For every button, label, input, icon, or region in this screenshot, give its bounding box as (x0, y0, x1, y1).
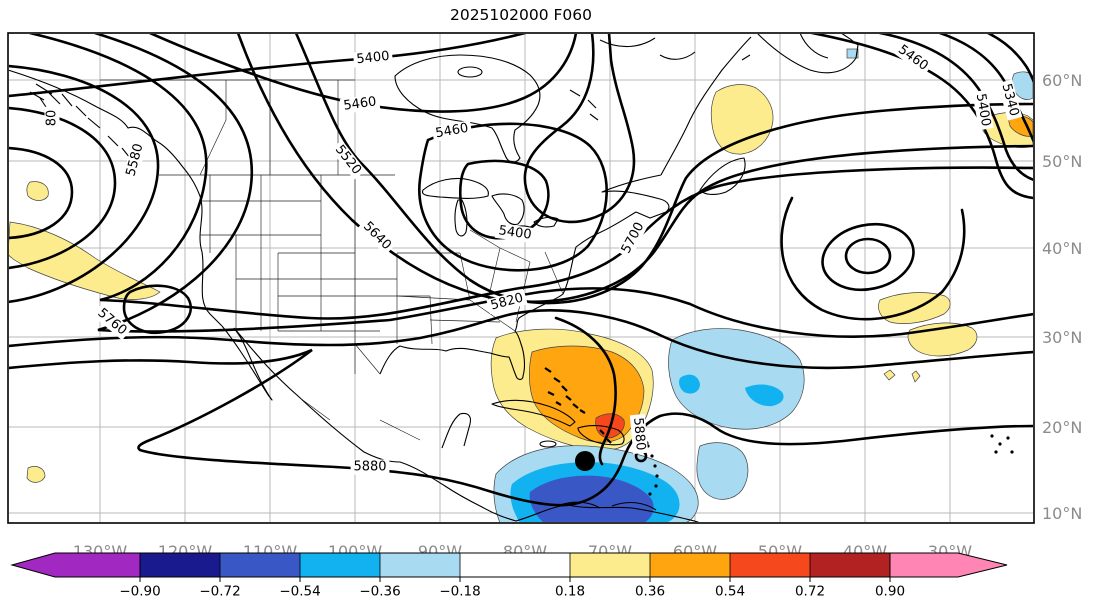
colorbar-tick-label: 0.54 (715, 584, 745, 600)
coastlines (9, 34, 859, 522)
colorbar-segment (460, 553, 570, 577)
colorbar-tick-label: −0.18 (439, 584, 480, 600)
contour-label-bg (972, 89, 994, 131)
contour-label-bg (357, 216, 397, 256)
colorbar-tick-label: 0.72 (795, 584, 825, 600)
colorbar-segment (380, 553, 460, 577)
colorbar-tick-label: 0.90 (875, 584, 905, 600)
anomaly-yellow-pacific-small (26, 466, 46, 483)
anomaly-shading (9, 48, 1033, 522)
map-marker (575, 451, 595, 471)
contour-label: 80 (45, 110, 60, 127)
black-dot-marker (575, 451, 595, 471)
contour-label-bg (122, 139, 148, 181)
plot-title: 2025102000 F060 (450, 6, 592, 24)
contour-label-bg (44, 106, 60, 130)
colorbar-over-arrow (889, 552, 1008, 578)
contour-label: 5400 (973, 92, 994, 127)
colorbar-outline (139, 552, 890, 578)
lat-tick-label: 60°N (1042, 71, 1082, 90)
anomaly-yellow-bc (26, 181, 49, 201)
contour-label: 5460 (343, 94, 378, 113)
colorbar-segment (220, 553, 300, 577)
contour-label-bg (486, 289, 528, 315)
anomaly-yellow-west-coast (9, 221, 161, 300)
contour-label: 5880 (630, 417, 648, 451)
contour-label-bg (629, 414, 649, 454)
contour-label-bg (92, 303, 132, 341)
contour-label-bg (339, 93, 381, 115)
lat-tick-label: 20°N (1042, 418, 1082, 437)
contour-label-bg (352, 48, 394, 68)
lat-tick-label: 50°N (1042, 152, 1082, 171)
state-borders (100, 79, 564, 441)
contour-label: 5400 (498, 223, 533, 242)
colorbar-tick-label: −0.36 (359, 584, 400, 600)
colorbar-tick-label: −0.54 (279, 584, 320, 600)
colorbar-tick-label: −0.90 (119, 584, 160, 600)
contour-label: 5460 (434, 121, 469, 142)
contour-label-bg (494, 222, 536, 244)
anomaly-cyan-atlantic-1a (679, 374, 700, 394)
colorbar-segment (300, 553, 380, 577)
contour-label-bg (330, 140, 366, 180)
anomaly-blue-square (846, 48, 859, 59)
colorbar-segment (140, 553, 220, 577)
contour-label-bg (892, 40, 934, 76)
contour-label-bg (350, 459, 390, 475)
map-frame (7, 32, 1035, 524)
anomaly-yellow-labrador (710, 84, 774, 155)
colorbar-tick-label: 0.18 (555, 584, 585, 600)
colorbar-tick-label: −0.72 (199, 584, 240, 600)
anomaly-cyan-atlantic-1b (745, 384, 784, 407)
colorbar-segment (810, 553, 890, 577)
contour-label: 5880 (353, 460, 386, 475)
colorbar-tick-label: 0.36 (635, 584, 665, 600)
island-dashes (544, 367, 612, 444)
contour-label-bg (431, 120, 473, 142)
colorbar-segment (650, 553, 730, 577)
colorbar: −0.90 −0.72 −0.54 −0.36 −0.18 0.18 0.36 0.54 0.7… (10, 552, 1008, 600)
lat-tick-label: 10°N (1042, 504, 1082, 523)
contour-label-bg (617, 217, 649, 259)
colorbar-under-arrow (10, 552, 141, 578)
title-text: 2025102000 F060 (450, 6, 592, 24)
lat-tick-label: 40°N (1042, 239, 1082, 258)
anomaly-yellow-diamond-2 (911, 370, 921, 383)
contour-label-bg (997, 79, 1023, 121)
anomaly-lightblue-atlantic-2 (696, 442, 749, 500)
colorbar-segment (730, 553, 810, 577)
lat-tick-label: 30°N (1042, 328, 1082, 347)
contour-label: 5400 (356, 49, 390, 67)
anomaly-yellow-diamond-1 (883, 369, 896, 381)
colorbar-segment (570, 553, 650, 577)
